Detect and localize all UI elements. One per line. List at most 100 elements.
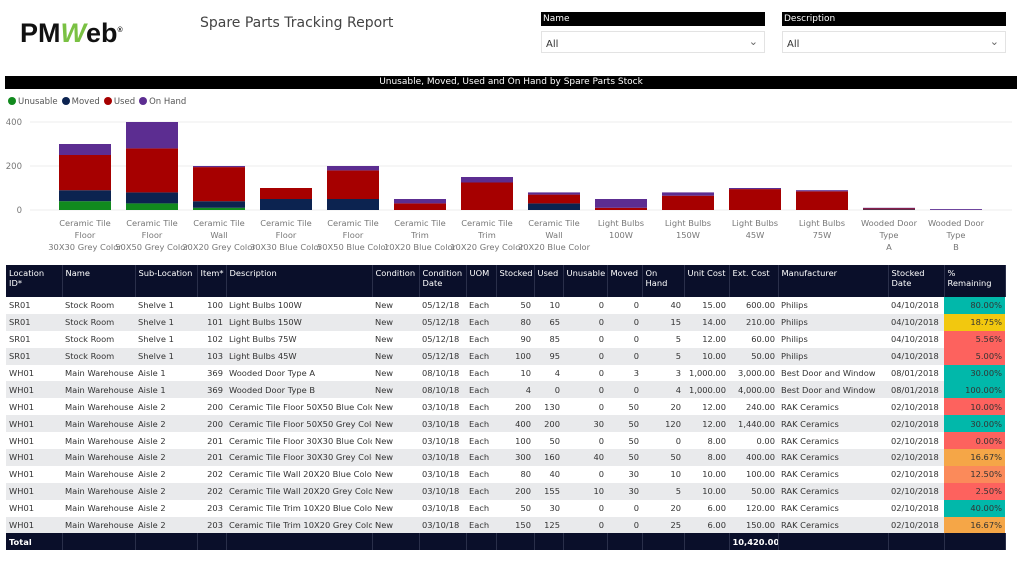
cell-description: Ceramic Tile Trim 10X20 Blue Color [229, 503, 372, 514]
cell-on-hand: 15 [642, 313, 684, 331]
table-row: WH01 Main Warehouse Aisle 2 201 Ceramic Tile… [6, 449, 1005, 466]
column-header[interactable]: Unit Cost [684, 265, 730, 297]
cell-stocked-date: 02/10/2018 [888, 482, 944, 500]
cell-item: 103 [197, 347, 226, 365]
column-header[interactable]: Sub-Location [135, 265, 198, 297]
total-empty-cell [778, 533, 889, 551]
legend-item-unusable[interactable]: Unusable [8, 97, 58, 107]
bar-on-hand [796, 190, 848, 192]
legend-item-moved[interactable]: Moved [61, 97, 100, 107]
cell-used: 50 [549, 435, 560, 446]
legend-item-on-hand[interactable]: On Hand [139, 97, 186, 107]
bar-on-hand [930, 209, 982, 210]
column-header[interactable]: Used [534, 265, 564, 297]
cell--remaining: 5.56% [944, 330, 1005, 348]
cell-unusable: 0 [563, 381, 607, 399]
column-header[interactable]: Stocked Date [888, 265, 945, 297]
name-dropdown[interactable]: All ⌄ [541, 31, 765, 53]
cell-location-id: SR01 [6, 313, 62, 331]
bar-moved [528, 203, 580, 210]
cell-ext-cost: 0.00 [756, 435, 775, 446]
cell-ext-cost: 50.00 [729, 482, 778, 500]
stacked-bar-chart: 0 200 400 Ceramic Tile Floor 30X30 Grey Color… [6, 118, 1012, 252]
cell--remaining: 30.00% [944, 415, 1005, 433]
cell-location-id: WH01 [9, 368, 35, 378]
cell-description: Ceramic Tile Trim 10X20 Grey Color [226, 516, 372, 534]
cell-name: Stock Room [65, 300, 115, 311]
x-tick-label: Wooded Door Type A [861, 218, 918, 252]
column-header[interactable]: % Remaining [944, 265, 1006, 297]
cell-condition: New [372, 415, 419, 433]
bar-on-hand [327, 166, 379, 171]
bar-used [394, 203, 446, 210]
column-header[interactable]: UOM [466, 265, 497, 297]
column-header[interactable]: On Hand [642, 265, 685, 297]
column-header[interactable]: Unusable [563, 265, 608, 297]
cell-unit-cost: 8.00 [707, 435, 726, 446]
bar-on-hand [863, 207, 915, 209]
table-row: WH01 Main Warehouse Aisle 2 202 Ceramic Tile… [6, 482, 1005, 500]
cell-condition: New [372, 347, 419, 365]
cell-stocked: 80 [496, 313, 534, 331]
cell-manufacturer: Philips [781, 300, 808, 311]
total-empty-cell [419, 533, 467, 551]
cell-name: Main Warehouse [65, 435, 134, 446]
cell-condition-date: 03/10/18 [422, 469, 460, 480]
column-header[interactable]: Name [62, 265, 136, 297]
cell-description: Light Bulbs 45W [226, 347, 372, 365]
cell-condition: New [372, 449, 419, 466]
cell-stocked-date: 04/10/2018 [888, 313, 944, 331]
bar-unusable [193, 207, 245, 210]
cell-item: 201 [197, 449, 226, 466]
cell-used: 10 [549, 300, 560, 311]
column-header[interactable]: Condition Date [419, 265, 467, 297]
cell-used: 4 [554, 368, 560, 378]
cell-stocked-date: 02/10/2018 [888, 415, 944, 433]
total-empty-cell [62, 533, 136, 551]
x-tick-label: Light Bulbs 75W [799, 218, 845, 240]
cell-sub-location: Aisle 2 [135, 415, 197, 433]
cell-stocked: 90 [520, 334, 531, 345]
column-header[interactable]: Manufacturer [778, 265, 889, 297]
cell-sub-location: Shelve 1 [138, 334, 174, 345]
cell-location-id: WH01 [6, 482, 62, 500]
cell-name: Main Warehouse [65, 401, 134, 412]
cell-ext-cost: 50.00 [729, 347, 778, 365]
cell-name: Stock Room [65, 334, 115, 345]
column-header[interactable]: Stocked [496, 265, 535, 297]
chart-title: Unusable, Moved, Used and On Hand by Spa… [5, 76, 1017, 89]
column-header[interactable]: Moved [607, 265, 643, 297]
cell-location-id: WH01 [6, 516, 62, 534]
column-header[interactable]: Description [226, 265, 373, 297]
column-header[interactable]: Item* [197, 265, 227, 297]
legend-item-used[interactable]: Used [103, 97, 136, 107]
column-header[interactable]: Ext. Cost [729, 265, 779, 297]
cell-unusable: 0 [598, 503, 604, 514]
cell-description: Ceramic Tile Floor 30X30 Blue Color [229, 435, 372, 446]
legend-label: Used [113, 97, 136, 107]
cell-description: Wooded Door Type B [226, 381, 372, 399]
cell-used: 65 [534, 313, 563, 331]
cell-description: Light Bulbs 75W [229, 334, 297, 345]
cell-condition-date: 03/10/18 [422, 503, 460, 514]
description-dropdown[interactable]: All ⌄ [782, 31, 1006, 53]
cell-condition: New [372, 482, 419, 500]
total-empty-cell [944, 533, 1006, 551]
cell-location-id: WH01 [9, 435, 35, 446]
cell-moved: 0 [607, 381, 642, 399]
cell-sub-location: Aisle 2 [138, 401, 166, 412]
column-header[interactable]: Condition [372, 265, 420, 297]
cell-item: 369 [207, 368, 223, 378]
x-tick-label: Light Bulbs 45W [732, 218, 778, 240]
cell-ext-cost: 60.00 [751, 334, 775, 345]
cell-name: Main Warehouse [62, 449, 135, 466]
cell-used: 95 [534, 347, 563, 365]
cell-item: 369 [197, 381, 226, 399]
cell-ext-cost: 1,440.00 [729, 415, 778, 433]
bar-on-hand [394, 199, 446, 204]
bar-on-hand [59, 144, 111, 155]
column-header[interactable]: Location ID* [6, 265, 63, 297]
cell--remaining: 0.00% [944, 432, 1005, 450]
bar-on-hand [662, 192, 714, 196]
cell-stocked-date: 02/10/2018 [888, 516, 944, 534]
